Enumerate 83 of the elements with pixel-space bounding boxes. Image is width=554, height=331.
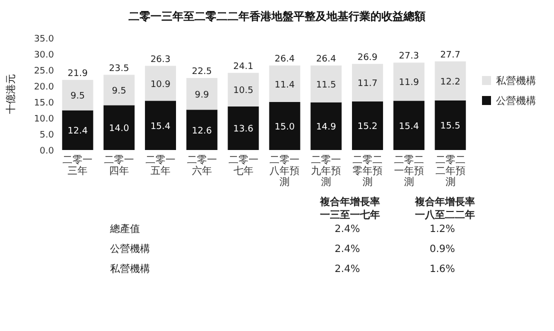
y-tick-label: 0.0 xyxy=(40,146,54,156)
data-label: 10.9 xyxy=(150,80,171,90)
bar xyxy=(269,66,300,102)
total-label: 26.4 xyxy=(274,54,295,65)
x-tick-label: 二零一九年預測 xyxy=(311,155,342,188)
data-label: 12.4 xyxy=(68,126,88,137)
text: 1.6% xyxy=(430,264,455,275)
x-tick-label: 二零二零年預測 xyxy=(352,155,383,188)
data-label: 15.5 xyxy=(440,122,460,132)
y-tick-label: 5.0 xyxy=(40,130,54,140)
text: 2.4% xyxy=(334,244,360,255)
x-tick-label: 二零一八年預測 xyxy=(270,155,300,188)
text: 複合年增長率一八至二二年 xyxy=(414,196,475,221)
total-label: 23.5 xyxy=(109,64,130,74)
y-tick-label: 35.0 xyxy=(34,34,54,44)
bar xyxy=(62,110,94,150)
y-axis-title: 十億港元 xyxy=(5,74,17,114)
x-tick-label: 二零一六年 xyxy=(186,155,217,177)
bar xyxy=(144,66,176,101)
text: 私營機構 xyxy=(110,263,150,275)
total-label: 27.7 xyxy=(440,50,460,60)
data-label: 13.6 xyxy=(233,124,254,135)
bar xyxy=(62,80,94,110)
data-label: 15.0 xyxy=(274,122,295,132)
data-label: 10.5 xyxy=(233,86,254,96)
total-label: 26.9 xyxy=(357,52,378,63)
total-label: 21.9 xyxy=(68,68,88,79)
legend-label: 私營機構 xyxy=(496,75,536,87)
bar xyxy=(186,110,218,150)
text: 複合年增長率一三至一七年 xyxy=(319,196,380,221)
data-label: 15.2 xyxy=(357,122,378,132)
data-label: 15.4 xyxy=(150,122,171,132)
y-tick-label: 30.0 xyxy=(34,50,54,60)
text: 1.2% xyxy=(430,224,455,235)
data-label: 12.2 xyxy=(440,77,460,88)
data-label: 11.5 xyxy=(316,80,336,90)
legend-label: 公營機構 xyxy=(496,95,536,107)
data-label: 11.4 xyxy=(274,80,295,90)
data-label: 12.6 xyxy=(192,126,212,136)
data-label: 14.9 xyxy=(316,122,336,133)
bar xyxy=(352,64,384,102)
bar xyxy=(144,100,176,150)
y-tick-label: 15.0 xyxy=(34,98,54,108)
x-tick-label: 二零一五年 xyxy=(145,155,176,177)
x-tick-label: 二零一三年 xyxy=(62,155,93,177)
total-label: 26.3 xyxy=(150,54,171,65)
bar xyxy=(393,62,424,101)
x-tick-label: 二零二二年預測 xyxy=(435,155,466,188)
text: 2.4% xyxy=(334,224,360,235)
text: 0.9% xyxy=(430,244,455,255)
data-label: 15.4 xyxy=(398,122,420,132)
chart-title: 二零一三年至二零二二年香港地盤平整及地基行業的收益總額 xyxy=(128,10,426,23)
bar xyxy=(104,105,135,150)
data-label: 9.5 xyxy=(70,92,85,102)
bar xyxy=(269,102,300,150)
bar xyxy=(310,102,342,150)
total-label: 27.3 xyxy=(398,52,419,62)
x-tick-label: 二零一四年 xyxy=(104,155,134,177)
data-label: 11.9 xyxy=(398,78,420,88)
bar xyxy=(228,106,259,150)
bar xyxy=(434,61,466,100)
data-label: 14.0 xyxy=(109,124,130,134)
bar xyxy=(228,72,259,106)
data-label: 9.5 xyxy=(112,86,126,96)
bar xyxy=(434,100,466,150)
bar xyxy=(104,74,135,106)
x-tick-label: 二零一七年 xyxy=(228,155,258,177)
y-tick-label: 20.0 xyxy=(34,82,54,92)
bar xyxy=(310,66,342,102)
bar xyxy=(352,101,384,150)
x-tick-label: 二零二一年預測 xyxy=(394,155,424,188)
bar xyxy=(186,78,218,110)
data-label: 11.7 xyxy=(357,79,378,90)
total-label: 26.4 xyxy=(316,54,336,65)
total-label: 22.5 xyxy=(192,67,212,77)
y-tick-label: 10.0 xyxy=(34,114,54,124)
text: 公營機構 xyxy=(110,243,150,255)
y-tick-label: 25.0 xyxy=(34,66,54,76)
bar xyxy=(393,100,424,150)
text: 總產值 xyxy=(109,223,140,235)
total-label: 24.1 xyxy=(233,62,254,72)
text: 2.4% xyxy=(334,264,360,275)
data-label: 9.9 xyxy=(194,90,210,100)
